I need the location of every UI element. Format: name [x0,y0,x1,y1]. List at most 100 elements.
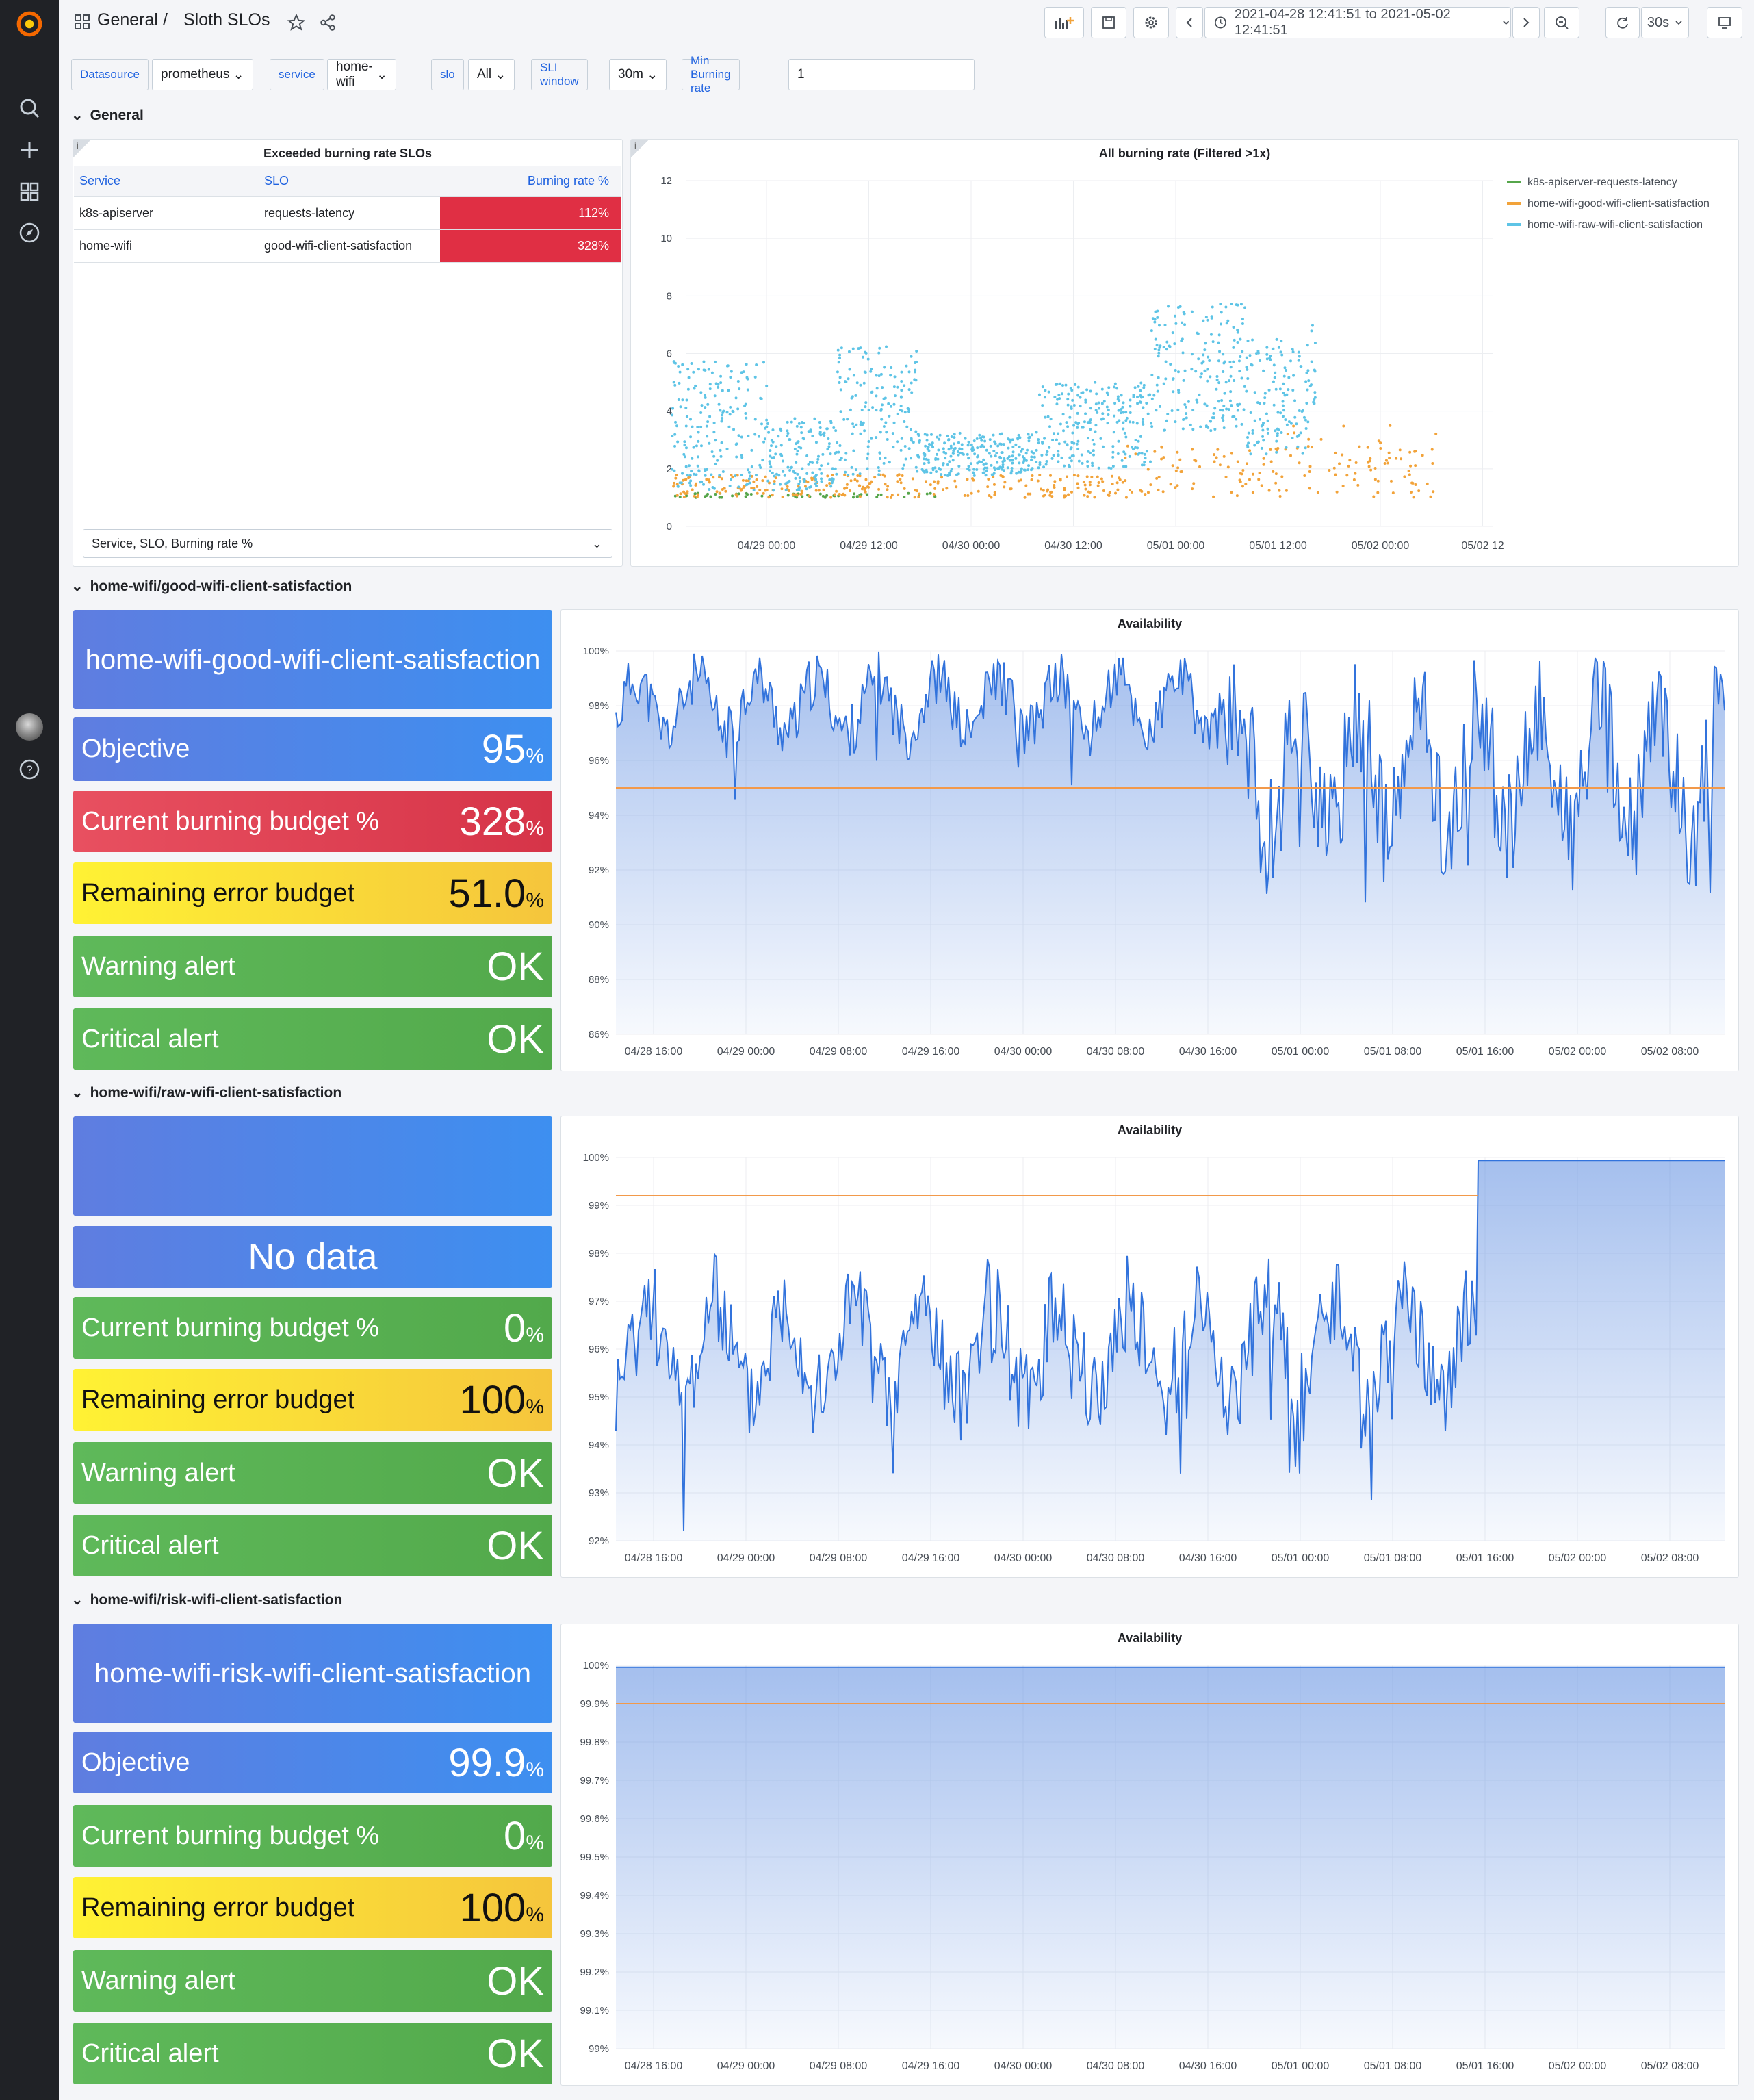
tv-mode-button[interactable] [1707,7,1742,38]
data-point [761,479,764,483]
data-point [917,433,920,437]
panel-info-icon[interactable]: i [631,140,649,157]
row-good-wifi[interactable]: ⌄ home-wifi/good-wifi-client-satisfaction [71,578,352,595]
explore-compass-icon[interactable] [16,219,43,246]
var-input-min-burning-rate[interactable]: 1 [788,59,975,90]
col-header-service[interactable]: Service [79,174,121,188]
data-point [788,438,792,441]
var-select-datasource[interactable]: prometheus ⌄ [152,59,253,90]
breadcrumb-folder[interactable]: General [97,10,158,29]
save-dashboard-button[interactable] [1091,7,1126,38]
data-point [831,473,834,476]
data-point [981,471,985,474]
data-point [1029,492,1032,496]
zoom-out-button[interactable] [1544,7,1579,38]
plus-icon[interactable] [16,136,43,164]
data-point [715,490,719,494]
col-header-slo[interactable]: SLO [264,174,289,188]
var-select-service[interactable]: home-wifi ⌄ [327,59,397,90]
data-point [1057,442,1061,446]
data-point [1157,351,1161,355]
data-point [1310,329,1313,333]
row-general[interactable]: ⌄ General [71,107,144,124]
data-point [1274,429,1277,433]
data-point [1157,324,1161,327]
data-point [677,398,680,401]
data-point [907,370,911,374]
data-point [1246,368,1249,371]
data-point [993,440,996,444]
data-point [910,381,913,385]
grafana-logo-icon[interactable] [15,10,44,38]
data-point [1251,338,1254,342]
data-point [1155,409,1158,412]
refresh-interval-select[interactable]: 30s [1641,7,1689,38]
data-point [1122,450,1126,454]
data-point [1145,450,1148,453]
data-point [888,461,891,464]
data-point [1233,415,1236,418]
data-point [740,435,743,439]
time-shift-back-button[interactable] [1176,7,1203,38]
data-point [1280,353,1284,357]
data-point [704,368,707,372]
data-point [1176,370,1180,374]
data-point [1195,398,1198,402]
dashboard-settings-button[interactable] [1133,7,1169,38]
help-icon[interactable]: ? [16,756,43,783]
var-select-slo[interactable]: All ⌄ [468,59,515,90]
time-shift-forward-button[interactable] [1512,7,1540,38]
table-footer-select[interactable]: Service, SLO, Burning rate % ⌄ [83,529,612,558]
data-point [781,496,784,499]
add-panel-button[interactable] [1044,7,1084,38]
panel-info-icon[interactable]: i [73,140,91,157]
data-point [903,487,906,490]
var-select-sli-window[interactable]: 30m ⌄ [609,59,667,90]
data-point [853,478,857,481]
dashboard-title[interactable]: Sloth SLOs [183,10,270,29]
data-point [1242,408,1246,411]
time-range-picker[interactable]: 2021-04-28 12:41:51 to 2021-05-02 12:41:… [1204,7,1511,38]
share-icon[interactable] [319,14,337,31]
data-point [796,472,799,476]
data-point [1236,340,1239,344]
data-point [851,496,855,499]
y-tick-label: 92% [589,1535,609,1547]
data-point [1341,485,1345,488]
user-avatar[interactable] [16,713,43,741]
col-header-burning-rate[interactable]: Burning rate % [527,174,609,188]
data-point [713,394,717,398]
data-point [818,431,822,434]
row-risk-wifi[interactable]: ⌄ home-wifi/risk-wifi-client-satisfaction [71,1591,342,1609]
data-point [1306,388,1309,392]
data-point [1080,391,1083,394]
data-point [1113,414,1116,418]
data-point [1232,360,1235,363]
row-raw-wifi[interactable]: ⌄ home-wifi/raw-wifi-client-satisfaction [71,1084,341,1101]
data-point [957,441,960,444]
data-point [1060,456,1063,459]
data-point [855,495,859,498]
data-point [755,474,758,477]
data-point [850,465,853,469]
data-point [1265,412,1268,415]
panel-title: Availability [1117,1631,1183,1645]
data-point [852,449,855,452]
data-point [884,421,888,424]
data-point [673,383,677,387]
data-point [1278,495,1282,498]
data-point [970,491,973,495]
data-point [796,449,799,452]
search-icon[interactable] [16,94,43,122]
data-point [680,481,683,485]
data-point [1169,483,1172,486]
dashboards-icon[interactable] [16,178,43,205]
stat-unit: % [526,817,544,840]
data-point [1237,359,1241,363]
star-icon[interactable] [287,14,305,31]
data-point [918,492,921,496]
data-point [700,404,704,407]
critical-alert-stat: Critical alert OK [73,1515,552,1576]
data-point [1035,460,1038,463]
refresh-button[interactable] [1605,7,1640,38]
